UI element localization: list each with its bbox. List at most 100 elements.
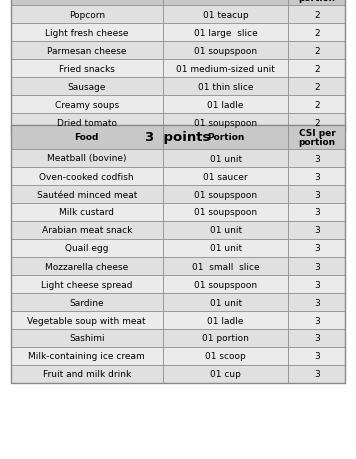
Bar (11, 96, 163, 114)
Bar (163, 0, 288, 6)
Text: 01 soupspoon: 01 soupspoon (194, 280, 257, 289)
Text: Sardine: Sardine (69, 298, 104, 307)
Bar (163, 347, 288, 365)
Text: Parmesan cheese: Parmesan cheese (47, 46, 127, 56)
Bar (288, 96, 345, 114)
Text: CSI per
portion: CSI per portion (298, 0, 335, 3)
Bar (163, 42, 288, 60)
Bar (288, 240, 345, 257)
Text: Sausage: Sausage (68, 82, 106, 91)
Text: Fried snacks: Fried snacks (59, 64, 115, 73)
Text: 2: 2 (314, 46, 320, 56)
Text: 01 thin slice: 01 thin slice (198, 82, 253, 91)
Bar (163, 275, 288, 293)
Bar (11, 6, 163, 24)
Bar (11, 240, 163, 257)
Text: Sashimi: Sashimi (69, 334, 105, 343)
Bar (11, 150, 163, 168)
Text: 01 soupspoon: 01 soupspoon (194, 46, 257, 56)
Bar (11, 185, 163, 203)
Bar (11, 347, 163, 365)
Bar (288, 311, 345, 329)
Bar (11, 60, 163, 78)
Bar (11, 0, 163, 6)
Text: Milk custard: Milk custard (59, 208, 114, 217)
Bar (163, 114, 288, 132)
Bar (288, 150, 345, 168)
Text: 3: 3 (314, 226, 320, 235)
Text: 01 soupspoon: 01 soupspoon (194, 118, 257, 127)
Bar (11, 222, 163, 240)
Bar (288, 126, 345, 150)
Text: 2: 2 (314, 118, 320, 127)
Text: 2: 2 (314, 11, 320, 19)
Bar (288, 257, 345, 275)
Text: Vegetable soup with meat: Vegetable soup with meat (27, 316, 146, 325)
Bar (288, 42, 345, 60)
Text: 01 soupspoon: 01 soupspoon (194, 190, 257, 199)
Bar (163, 78, 288, 96)
Text: Oven-cooked codfish: Oven-cooked codfish (40, 172, 134, 181)
Text: 3: 3 (314, 298, 320, 307)
Bar (163, 311, 288, 329)
Text: 3: 3 (314, 369, 320, 379)
Text: Milk-containing ice cream: Milk-containing ice cream (28, 352, 145, 361)
Text: 01 unit: 01 unit (210, 244, 242, 253)
Bar (163, 96, 288, 114)
Text: 3  points: 3 points (145, 130, 211, 143)
Bar (163, 185, 288, 203)
Bar (288, 0, 345, 6)
Bar (11, 203, 163, 222)
Text: 01 ladle: 01 ladle (208, 316, 244, 325)
Bar (163, 222, 288, 240)
Bar (163, 365, 288, 383)
Text: Popcorn: Popcorn (69, 11, 105, 19)
Bar (163, 240, 288, 257)
Text: Meatball (bovine): Meatball (bovine) (47, 154, 127, 163)
Text: 3: 3 (314, 190, 320, 199)
Bar (288, 222, 345, 240)
Text: 01 soupspoon: 01 soupspoon (194, 208, 257, 217)
Text: 01 cup: 01 cup (210, 369, 241, 379)
Bar (288, 329, 345, 347)
Text: 01 scoop: 01 scoop (205, 352, 246, 361)
Text: 2: 2 (314, 64, 320, 73)
Text: Arabian meat snack: Arabian meat snack (42, 226, 132, 235)
Text: Creamy soups: Creamy soups (55, 100, 119, 109)
Text: 01 portion: 01 portion (202, 334, 249, 343)
Text: 2: 2 (314, 28, 320, 38)
Bar (11, 126, 345, 383)
Text: Fruit and milk drink: Fruit and milk drink (43, 369, 131, 379)
Bar (288, 275, 345, 293)
Bar (11, 257, 163, 275)
Bar (11, 311, 163, 329)
Text: 3: 3 (314, 316, 320, 325)
Text: 01 ladle: 01 ladle (208, 100, 244, 109)
Bar (11, 0, 345, 132)
Bar (11, 24, 163, 42)
Bar (163, 203, 288, 222)
Text: 3: 3 (314, 172, 320, 181)
Bar (11, 329, 163, 347)
Bar (288, 114, 345, 132)
Bar (288, 185, 345, 203)
Bar (288, 168, 345, 185)
Bar (11, 168, 163, 185)
Text: 3: 3 (314, 208, 320, 217)
Text: 3: 3 (314, 334, 320, 343)
Bar (288, 293, 345, 311)
Text: 2: 2 (314, 100, 320, 109)
Bar (11, 78, 163, 96)
Bar (163, 257, 288, 275)
Text: 3: 3 (314, 154, 320, 163)
Text: Light cheese spread: Light cheese spread (41, 280, 132, 289)
Text: CSI per
portion: CSI per portion (298, 129, 335, 147)
Bar (163, 329, 288, 347)
Text: 01 large  slice: 01 large slice (194, 28, 257, 38)
Text: 01 unit: 01 unit (210, 154, 242, 163)
Text: Mozzarella cheese: Mozzarella cheese (45, 262, 129, 271)
Text: 2: 2 (314, 82, 320, 91)
Text: 3: 3 (314, 280, 320, 289)
Bar (163, 60, 288, 78)
Text: 01 saucer: 01 saucer (203, 172, 248, 181)
